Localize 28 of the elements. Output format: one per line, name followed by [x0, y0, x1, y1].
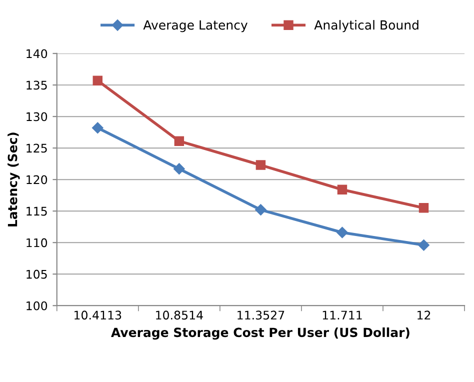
point — [92, 122, 104, 134]
y-tick-label: 130 — [26, 112, 48, 122]
x-tick-label: 10.8514 — [156, 310, 203, 320]
point — [174, 136, 184, 146]
point — [337, 184, 348, 194]
point — [256, 160, 266, 170]
point — [92, 76, 103, 86]
y-tick-label: 135 — [26, 80, 47, 90]
x-tick-label: 11.711 — [322, 310, 362, 320]
x-tick-label: 12 — [418, 310, 430, 320]
y-tick-label: 140 — [26, 49, 48, 58]
point — [418, 239, 430, 251]
y-tick-label: 115 — [26, 206, 47, 216]
y-tick-label: 110 — [26, 238, 48, 248]
y-tick-label: 120 — [26, 175, 48, 184]
legend-label: Analytical Bound — [314, 20, 418, 32]
y-tick-label: 100 — [26, 301, 48, 310]
y-axis-title: Latency (Sec) — [8, 132, 20, 226]
point — [174, 163, 185, 174]
x-axis-title: Average Storage Cost Per User (US Dollar) — [111, 327, 410, 340]
y-tick-label: 125 — [26, 144, 47, 153]
point — [255, 204, 266, 216]
point — [336, 226, 348, 238]
point — [418, 203, 429, 213]
y-tick-label: 105 — [26, 270, 47, 279]
x-tick-label: 10.4113 — [74, 310, 122, 320]
legend-label: Average Latency — [143, 20, 248, 32]
x-tick-label: 11.3527 — [238, 310, 284, 320]
